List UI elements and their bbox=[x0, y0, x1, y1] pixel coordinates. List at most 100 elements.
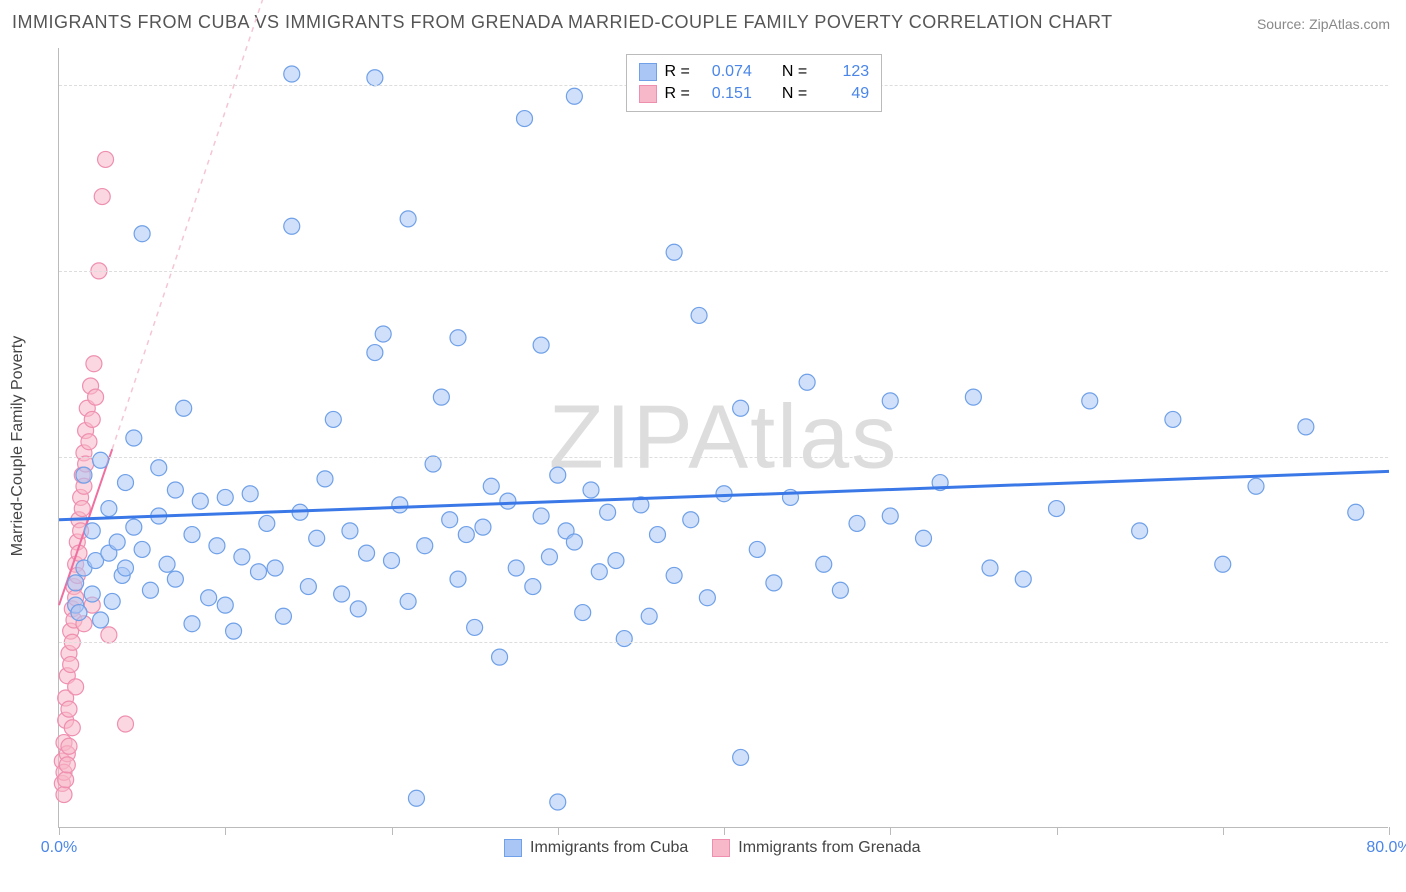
data-point bbox=[118, 475, 134, 491]
data-point bbox=[533, 508, 549, 524]
data-point bbox=[325, 411, 341, 427]
data-point bbox=[375, 326, 391, 342]
data-point bbox=[84, 523, 100, 539]
data-point bbox=[666, 244, 682, 260]
data-point bbox=[384, 553, 400, 569]
data-point bbox=[799, 374, 815, 390]
data-point bbox=[68, 575, 84, 591]
x-tick bbox=[724, 827, 725, 835]
data-point bbox=[733, 400, 749, 416]
plot-area: ZIPAtlas 5.0%10.0%15.0%20.0%0.0%80.0%R =… bbox=[58, 48, 1388, 828]
n-value: 49 bbox=[815, 85, 869, 103]
data-point bbox=[267, 560, 283, 576]
data-point bbox=[76, 467, 92, 483]
data-point bbox=[517, 111, 533, 127]
data-point bbox=[965, 389, 981, 405]
data-point bbox=[1132, 523, 1148, 539]
data-point bbox=[56, 787, 72, 803]
legend-item: Immigrants from Grenada bbox=[712, 839, 920, 857]
legend-item: Immigrants from Cuba bbox=[504, 839, 688, 857]
data-point bbox=[98, 151, 114, 167]
data-point bbox=[1049, 501, 1065, 517]
data-point bbox=[591, 564, 607, 580]
data-point bbox=[93, 452, 109, 468]
data-point bbox=[433, 389, 449, 405]
data-point bbox=[359, 545, 375, 561]
data-point bbox=[259, 515, 275, 531]
x-tick bbox=[392, 827, 393, 835]
data-point bbox=[1015, 571, 1031, 587]
data-point bbox=[300, 579, 316, 595]
data-point bbox=[666, 567, 682, 583]
data-point bbox=[118, 560, 134, 576]
data-point bbox=[104, 593, 120, 609]
data-point bbox=[500, 493, 516, 509]
data-point bbox=[832, 582, 848, 598]
data-point bbox=[59, 757, 75, 773]
data-point bbox=[350, 601, 366, 617]
r-value: 0.151 bbox=[698, 85, 752, 103]
data-point bbox=[251, 564, 267, 580]
data-point bbox=[691, 307, 707, 323]
data-point bbox=[483, 478, 499, 494]
data-point bbox=[126, 519, 142, 535]
series-legend: Immigrants from Cuba Immigrants from Gren… bbox=[504, 839, 921, 857]
legend-label: Immigrants from Grenada bbox=[738, 839, 920, 857]
legend-row: R = 0.151 N = 49 bbox=[639, 83, 870, 105]
data-point bbox=[733, 749, 749, 765]
data-point bbox=[425, 456, 441, 472]
data-point bbox=[492, 649, 508, 665]
plot-svg bbox=[59, 48, 1388, 827]
data-point bbox=[142, 582, 158, 598]
data-point bbox=[600, 504, 616, 520]
trend-extrapolation bbox=[112, 0, 358, 449]
data-point bbox=[209, 538, 225, 554]
data-point bbox=[58, 772, 74, 788]
data-point bbox=[109, 534, 125, 550]
data-point bbox=[342, 523, 358, 539]
legend-swatch bbox=[504, 839, 522, 857]
data-point bbox=[458, 527, 474, 543]
data-point bbox=[226, 623, 242, 639]
r-label: R = bbox=[665, 85, 690, 103]
data-point bbox=[650, 527, 666, 543]
legend-swatch bbox=[639, 85, 657, 103]
x-tick bbox=[225, 827, 226, 835]
data-point bbox=[334, 586, 350, 602]
data-point bbox=[541, 549, 557, 565]
x-tick bbox=[59, 827, 60, 835]
x-tick bbox=[1389, 827, 1390, 835]
data-point bbox=[309, 530, 325, 546]
data-point bbox=[583, 482, 599, 498]
data-point bbox=[1298, 419, 1314, 435]
data-point bbox=[849, 515, 865, 531]
data-point bbox=[63, 657, 79, 673]
data-point bbox=[134, 226, 150, 242]
x-tick-label: 0.0% bbox=[41, 839, 77, 857]
data-point bbox=[575, 605, 591, 621]
legend-row: R =0.074N =123 bbox=[639, 61, 870, 83]
data-point bbox=[816, 556, 832, 572]
data-point bbox=[151, 460, 167, 476]
data-point bbox=[217, 597, 233, 613]
data-point bbox=[71, 605, 87, 621]
legend-swatch bbox=[712, 839, 730, 857]
data-point bbox=[61, 701, 77, 717]
data-point bbox=[475, 519, 491, 535]
data-point bbox=[716, 486, 732, 502]
r-value: 0.074 bbox=[698, 63, 752, 81]
data-point bbox=[217, 489, 233, 505]
data-point bbox=[61, 738, 77, 754]
gridline bbox=[59, 457, 1388, 458]
data-point bbox=[566, 88, 582, 104]
data-point bbox=[916, 530, 932, 546]
data-point bbox=[1248, 478, 1264, 494]
n-value: 123 bbox=[815, 63, 869, 81]
data-point bbox=[101, 627, 117, 643]
x-tick bbox=[1223, 827, 1224, 835]
data-point bbox=[616, 631, 632, 647]
legend-label: Immigrants from Cuba bbox=[530, 839, 688, 857]
data-point bbox=[525, 579, 541, 595]
n-label: N = bbox=[782, 85, 807, 103]
source-attribution: Source: ZipAtlas.com bbox=[1257, 16, 1390, 32]
